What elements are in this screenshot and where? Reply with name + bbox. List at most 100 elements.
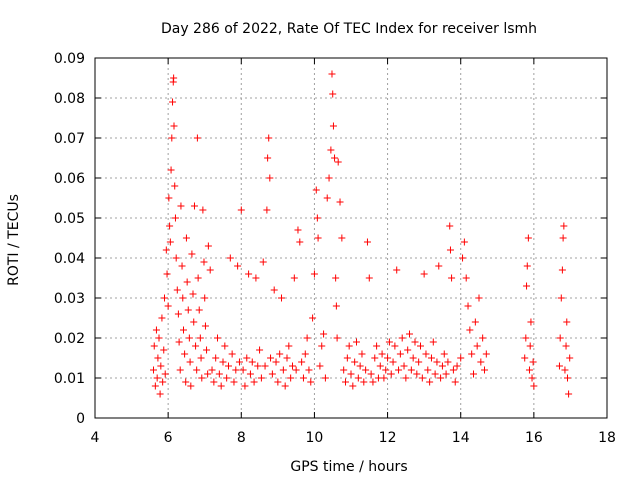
data-point — [182, 234, 190, 242]
data-point — [420, 270, 428, 278]
data-point — [314, 234, 322, 242]
data-point — [470, 370, 478, 378]
data-point — [555, 362, 563, 370]
data-point — [382, 366, 390, 374]
data-point — [320, 330, 328, 338]
y-tick-label: 0 — [76, 411, 85, 427]
data-point — [173, 286, 181, 294]
data-point — [181, 350, 189, 358]
data-point — [287, 374, 295, 382]
data-point — [158, 314, 166, 322]
y-tick-label: 0.04 — [54, 251, 85, 267]
data-point — [437, 374, 445, 382]
data-point — [378, 350, 386, 358]
data-point — [204, 370, 212, 378]
data-point — [475, 294, 483, 302]
data-point — [365, 274, 373, 282]
data-point — [433, 358, 441, 366]
data-point — [155, 334, 163, 342]
data-point — [560, 222, 568, 230]
data-point — [404, 346, 412, 354]
data-point — [477, 358, 485, 366]
data-point — [154, 354, 162, 362]
x-tick-label: 12 — [379, 430, 397, 446]
data-point — [150, 342, 158, 350]
data-point — [241, 382, 249, 390]
data-point — [343, 354, 351, 362]
data-point — [333, 334, 341, 342]
data-point — [342, 378, 350, 386]
data-point — [325, 174, 333, 182]
data-point — [464, 302, 472, 310]
data-point — [184, 306, 192, 314]
data-point — [164, 302, 172, 310]
data-point — [165, 194, 173, 202]
data-point — [192, 342, 200, 350]
data-point — [369, 378, 377, 386]
data-point — [332, 302, 340, 310]
data-point — [151, 382, 159, 390]
data-point — [290, 274, 298, 282]
data-point — [462, 274, 470, 282]
data-point — [212, 354, 220, 362]
data-point — [303, 334, 311, 342]
data-point — [167, 166, 175, 174]
data-point — [559, 234, 567, 242]
data-point — [395, 366, 403, 374]
data-point — [530, 382, 538, 390]
x-axis-ticks: 4 6 8 10 12 14 16 18 — [91, 58, 616, 446]
y-tick-label: 0.08 — [54, 91, 85, 107]
data-point — [347, 370, 355, 378]
data-point — [166, 238, 174, 246]
data-point — [279, 366, 287, 374]
grid-lines — [95, 58, 607, 418]
x-tick-label: 10 — [306, 430, 324, 446]
data-point — [261, 362, 269, 370]
data-point — [376, 362, 384, 370]
data-point — [528, 374, 536, 382]
data-point — [482, 350, 490, 358]
data-point — [296, 238, 304, 246]
data-point — [418, 374, 426, 382]
data-point — [329, 122, 337, 130]
data-point — [564, 374, 572, 382]
data-point — [480, 366, 488, 374]
data-point — [157, 362, 165, 370]
data-point — [268, 370, 276, 378]
data-point — [256, 346, 264, 354]
data-point — [340, 366, 348, 374]
data-point — [332, 274, 340, 282]
data-point — [250, 378, 258, 386]
data-point — [407, 366, 415, 374]
data-point — [301, 350, 309, 358]
data-point — [169, 98, 177, 106]
y-axis-ticks: 0 0.01 0.02 0.03 0.04 0.05 0.06 0.07 0.08 0.09 — [54, 51, 607, 427]
data-point — [285, 342, 293, 350]
data-point — [424, 366, 432, 374]
y-axis-label: ROTI / TECUs — [6, 194, 22, 286]
data-point — [449, 366, 457, 374]
data-point — [230, 378, 238, 386]
data-point — [413, 370, 421, 378]
data-point — [331, 154, 339, 162]
data-point — [171, 214, 179, 222]
data-point — [246, 370, 254, 378]
data-point — [422, 350, 430, 358]
data-point — [352, 338, 360, 346]
data-point — [189, 290, 197, 298]
data-point — [431, 370, 439, 378]
data-point — [276, 350, 284, 358]
data-point — [363, 238, 371, 246]
data-point — [349, 382, 357, 390]
data-point — [327, 146, 335, 154]
data-point — [263, 206, 271, 214]
data-point — [190, 202, 198, 210]
data-point — [466, 326, 474, 334]
data-point — [336, 198, 344, 206]
data-point — [323, 194, 331, 202]
data-point — [161, 370, 169, 378]
data-point — [310, 270, 318, 278]
data-point — [360, 378, 368, 386]
data-point — [160, 346, 168, 354]
data-point — [566, 354, 574, 362]
